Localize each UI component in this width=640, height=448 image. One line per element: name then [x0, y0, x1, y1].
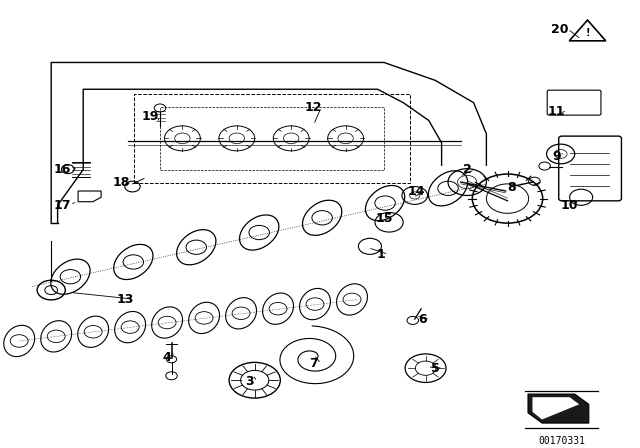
Text: 7: 7 [309, 357, 318, 370]
Text: 16: 16 [54, 163, 72, 176]
Text: 18: 18 [113, 177, 131, 190]
Text: 11: 11 [548, 105, 566, 118]
Text: 8: 8 [508, 181, 516, 194]
Text: 6: 6 [418, 313, 427, 326]
Text: 00170331: 00170331 [538, 435, 586, 446]
Text: 1: 1 [376, 248, 385, 261]
Text: 20: 20 [551, 22, 569, 35]
Text: 17: 17 [54, 199, 72, 212]
Text: 10: 10 [561, 199, 579, 212]
Text: 14: 14 [407, 185, 425, 198]
Text: 9: 9 [552, 150, 561, 163]
Text: 5: 5 [431, 362, 440, 375]
Text: 13: 13 [116, 293, 134, 306]
Text: 12: 12 [305, 101, 323, 114]
Polygon shape [528, 394, 589, 423]
Text: !: ! [585, 29, 590, 39]
Text: 2: 2 [463, 163, 472, 176]
Polygon shape [532, 397, 579, 419]
Text: 4: 4 [162, 350, 171, 363]
Text: 3: 3 [245, 375, 254, 388]
Text: 15: 15 [375, 212, 393, 225]
Text: 19: 19 [141, 109, 159, 123]
